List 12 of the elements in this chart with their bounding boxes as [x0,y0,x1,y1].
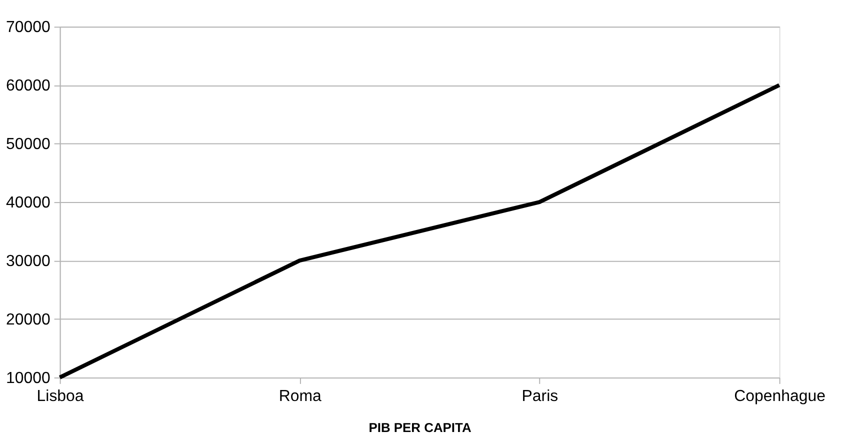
y-tick-label: 50000 [6,136,50,154]
y-tick-label: 30000 [6,253,50,270]
y-tick-label: 60000 [6,78,50,95]
y-tick-label: 40000 [6,194,50,212]
x-tick-label: Paris [522,388,558,405]
x-tick-label: Roma [278,388,322,405]
x-axis-title: PIB PER CAPITA [368,420,472,435]
y-tick-label: 10000 [6,370,50,387]
y-tick-label: 70000 [6,19,50,36]
y-tick-label: 20000 [6,311,50,328]
x-tick-label: Lisboa [36,388,84,405]
x-tick-label: Copenhague [734,388,826,405]
